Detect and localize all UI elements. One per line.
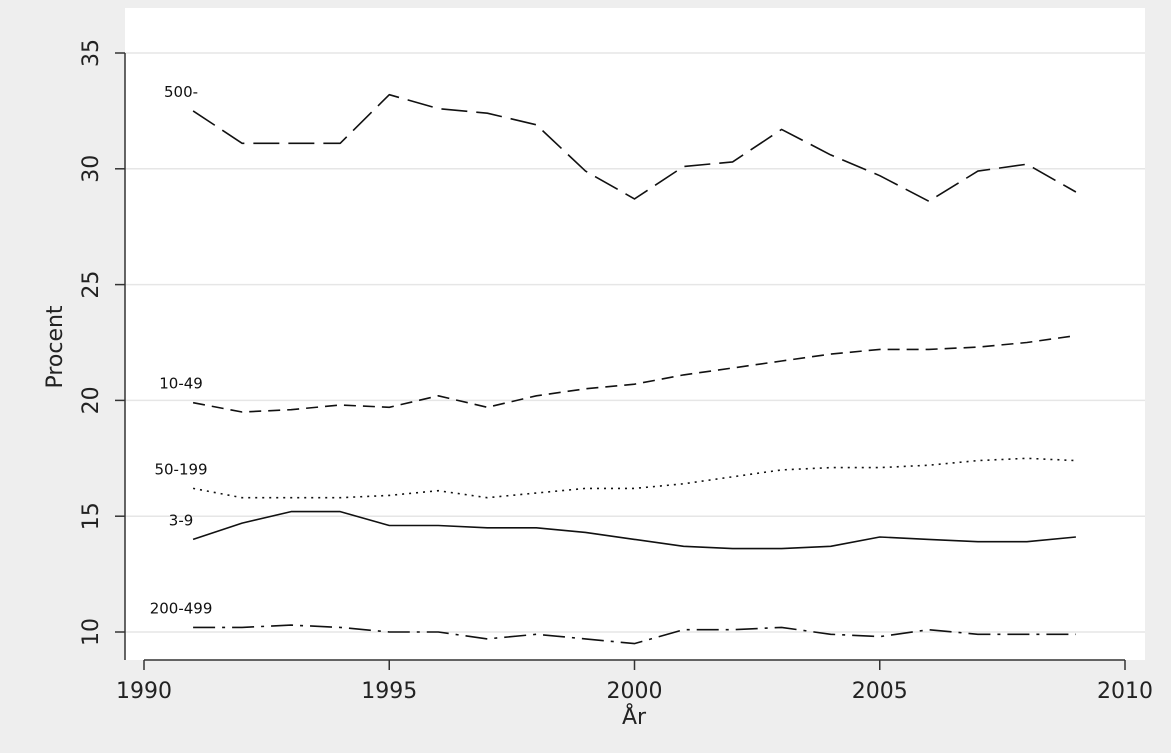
series-line-10-49 [192, 334, 1077, 413]
x-tick-label: 1990 [116, 679, 172, 704]
series-line-3-9 [192, 510, 1076, 550]
series-line-500- [192, 93, 1077, 202]
x-tick-label: 1995 [361, 679, 417, 704]
plot-area [125, 8, 1145, 660]
y-tick-label: 20 [79, 386, 104, 414]
x-tick-label: 2005 [852, 679, 908, 704]
series-lines [192, 93, 1077, 645]
series-labels: 500- 10-49 50-199 3-9 200-499 [150, 83, 213, 617]
series-line-50-199 [192, 457, 1076, 499]
x-tick-label: 2000 [607, 679, 663, 704]
y-axis-title: Procent [43, 305, 68, 388]
y-tick-label: 10 [79, 618, 104, 646]
series-label: 500- [164, 83, 198, 101]
gridlines [125, 52, 1145, 633]
axes: 10 15 20 25 30 35 1990 1995 2000 2005 2010 [79, 39, 1153, 704]
series-label: 3-9 [169, 511, 194, 529]
y-tick-label: 25 [79, 271, 104, 299]
x-tick-label: 2010 [1097, 679, 1153, 704]
series-label: 10-49 [159, 375, 203, 393]
x-axis-title: År [622, 703, 647, 730]
series-label: 200-499 [150, 599, 213, 617]
y-tick-label: 30 [79, 155, 104, 183]
series-label: 50-199 [154, 460, 207, 478]
y-tick-label: 15 [79, 502, 104, 530]
series-line-200-499 [193, 624, 1076, 645]
y-tick-label: 35 [79, 39, 104, 67]
